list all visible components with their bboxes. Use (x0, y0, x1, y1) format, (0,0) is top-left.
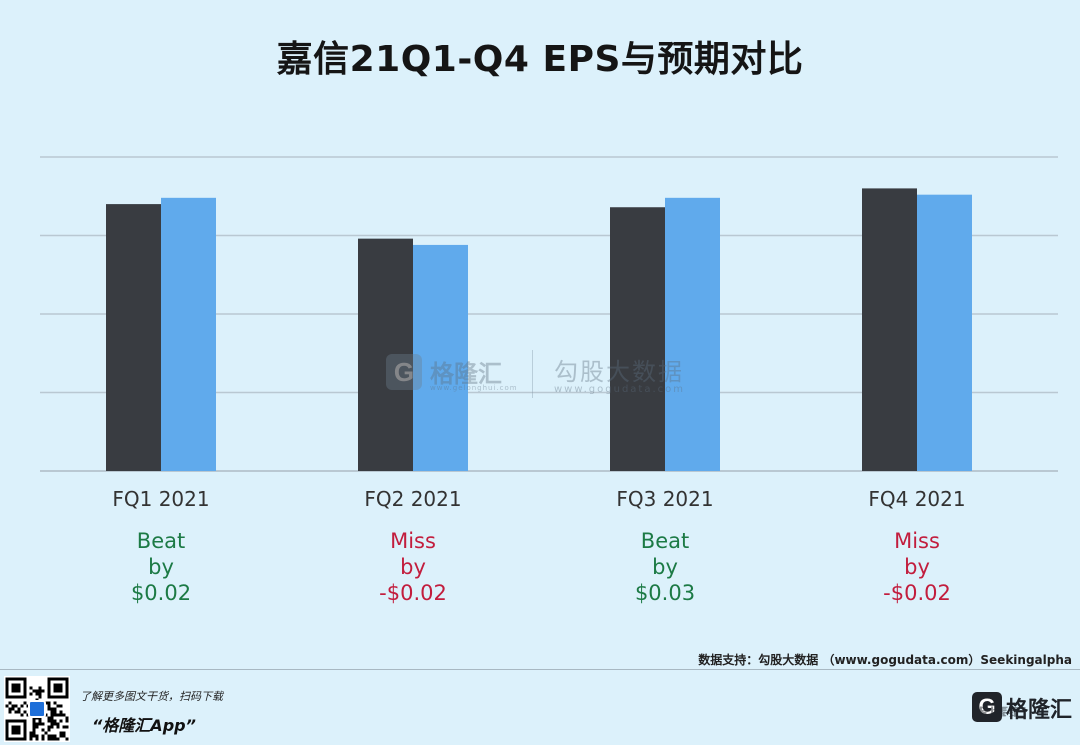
brand-logo-name: 格隆汇 (1006, 698, 1073, 723)
watermark-logo-icon: G (386, 354, 422, 390)
annotation-amount: -$0.02 (379, 581, 447, 605)
bar-series-2-fq2-2021 (413, 244, 468, 471)
bars (106, 188, 972, 472)
bar-series-2-fq4-2021 (917, 194, 972, 471)
annotation-amount: $0.02 (130, 581, 192, 605)
annotation-status: Miss (894, 529, 940, 553)
annotation-miss: Miss by -$0.02 (837, 528, 997, 606)
annotation-by: by (652, 555, 678, 579)
annotation-miss: Miss by -$0.02 (333, 528, 493, 606)
bar-series-1-fq4-2021 (862, 188, 917, 471)
qr-code-icon[interactable] (4, 676, 70, 742)
annotation-beat: Beat by $0.03 (585, 528, 745, 606)
watermark: G 格隆汇 www.gelonghui.com 勾股大数据 www.goguda… (386, 350, 706, 400)
bar-series-2-fq3-2021 (665, 197, 720, 471)
qr-logo-icon (28, 700, 46, 718)
annotation-by: by (400, 555, 426, 579)
annotation-by: by (148, 555, 174, 579)
x-tick-label: FQ4 2021 (868, 487, 965, 511)
bar-series-1-fq1-2021 (106, 204, 161, 471)
bar-series-2-fq1-2021 (161, 197, 216, 471)
watermark-divider (532, 350, 533, 398)
x-tick-label: FQ1 2021 (112, 487, 209, 511)
footer-app-name: “格隆汇App” (92, 716, 196, 735)
chart-title: 嘉信21Q1-Q4 EPS与预期对比 (276, 39, 804, 80)
watermark-url: www.gogudata.com (554, 384, 686, 395)
annotation-amount: -$0.02 (883, 581, 951, 605)
x-tick-label: FQ2 2021 (364, 487, 461, 511)
annotation-by: by (904, 555, 930, 579)
bar-series-1-fq2-2021 (358, 238, 413, 471)
brand-logo-reflection: 格隆汇 (972, 705, 1026, 718)
annotation-status: Beat (640, 529, 690, 553)
footer-tagline: 了解更多图文干货，扫码下载 (80, 690, 223, 703)
category-labels: FQ1 2021 FQ2 2021 FQ3 2021 FQ4 2021 (112, 487, 965, 511)
brand-logo: G 格隆汇 格隆汇 (972, 690, 1076, 742)
bar-chart: FQ1 2021 FQ2 2021 FQ3 2021 FQ4 2021 (40, 156, 1058, 511)
watermark-brand: 格隆汇 (430, 360, 502, 388)
bar-series-1-fq3-2021 (610, 207, 665, 472)
watermark-brand-url: www.gelonghui.com (430, 384, 518, 392)
data-source-note: 数据支持：勾股大数据 （www.gogudata.com）Seekingalph… (698, 653, 1072, 667)
x-tick-label: FQ3 2021 (616, 487, 713, 511)
footer-divider (0, 669, 1080, 670)
annotation-beat: Beat by $0.02 (81, 528, 241, 606)
annotation-amount: $0.03 (634, 581, 696, 605)
brand-logo-icon: G (972, 692, 1002, 722)
watermark-name: 勾股大数据 (554, 358, 684, 386)
annotation-status: Beat (136, 529, 186, 553)
annotation-status: Miss (390, 529, 436, 553)
